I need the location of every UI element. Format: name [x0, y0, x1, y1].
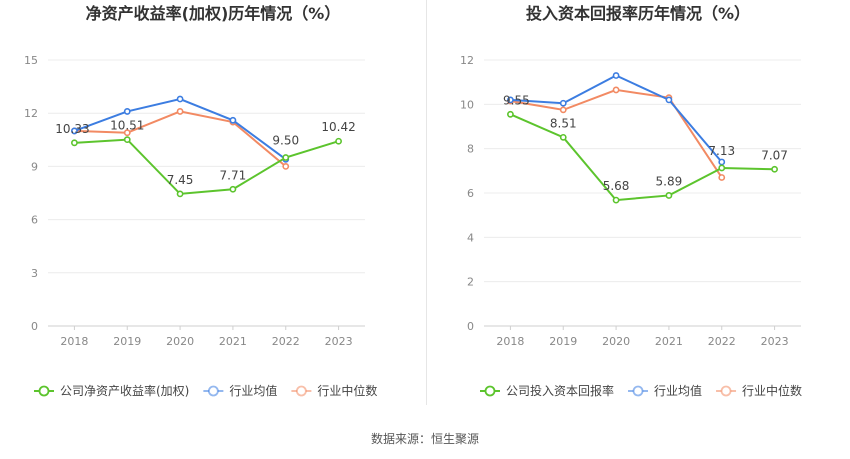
x-tick-label: 2023: [761, 335, 789, 348]
legend-marker: [38, 385, 50, 397]
data-point: [71, 127, 78, 135]
data-label: 9.50: [272, 134, 299, 148]
data-label: 10.51: [110, 119, 144, 133]
y-tick-label: 9: [31, 160, 38, 173]
data-label: 8.51: [550, 116, 577, 130]
legend-marker: [207, 385, 219, 397]
legend-label: 公司投入资本回报率: [506, 383, 614, 398]
data-point: [559, 106, 567, 114]
series-line: [74, 138, 339, 195]
y-tick-label: 6: [31, 214, 38, 227]
x-tick-label: 2022: [708, 335, 736, 348]
y-tick-label: 15: [24, 54, 38, 67]
chart-title: 投入资本回报率历年情况（%）: [526, 4, 750, 23]
chart-title: 净资产收益率(加权)历年情况（%）: [86, 4, 341, 23]
x-tick-label: 2019: [113, 335, 141, 348]
data-point: [123, 136, 131, 144]
data-label: 5.68: [603, 179, 630, 193]
panel-divider: [426, 0, 427, 405]
data-point: [718, 174, 726, 181]
data-label: 5.89: [656, 174, 683, 188]
x-tick-label: 2023: [325, 335, 353, 348]
data-point: [507, 110, 514, 118]
data-point: [176, 190, 184, 198]
y-tick-label: 12: [460, 54, 474, 67]
series-line: [510, 88, 723, 179]
x-tick-label: 2020: [602, 335, 630, 348]
legend-label: 行业均值: [229, 383, 277, 398]
y-tick-label: 0: [467, 320, 474, 333]
data-label: 7.07: [761, 148, 788, 162]
x-tick-label: 2019: [549, 335, 577, 348]
data-point: [665, 192, 673, 199]
data-label: 10.42: [321, 120, 355, 134]
y-tick-label: 12: [24, 107, 38, 120]
data-point: [612, 196, 620, 204]
data-point: [282, 162, 290, 170]
data-point: [665, 96, 673, 104]
legend-marker: [484, 385, 496, 397]
legend-label: 行业中位数: [317, 383, 377, 398]
y-tick-label: 10: [460, 98, 474, 111]
x-tick-label: 2020: [166, 335, 194, 348]
legend-label: 行业中位数: [742, 383, 802, 398]
x-tick-label: 2018: [496, 335, 524, 348]
y-tick-label: 8: [467, 143, 474, 156]
legend-marker: [295, 385, 307, 397]
data-point: [612, 72, 620, 79]
data-point: [176, 95, 184, 103]
data-point: [229, 185, 237, 193]
y-tick-label: 4: [467, 231, 474, 244]
data-point: [559, 133, 567, 141]
data-label: 7.13: [708, 144, 735, 158]
y-tick-label: 2: [467, 276, 474, 289]
data-point: [335, 137, 342, 145]
data-point: [176, 108, 184, 115]
y-tick-label: 6: [467, 187, 474, 200]
data-point: [229, 116, 237, 124]
data-point: [123, 108, 131, 115]
data-point: [71, 139, 78, 147]
x-tick-label: 2022: [272, 335, 300, 348]
data-point: [507, 96, 514, 104]
data-point: [123, 129, 131, 137]
y-tick-label: 0: [31, 320, 38, 333]
data-point: [771, 165, 778, 173]
x-tick-label: 2021: [219, 335, 247, 348]
data-point: [282, 154, 290, 161]
source-note: 数据来源：恒生聚源: [370, 432, 479, 446]
series-line: [510, 113, 775, 202]
data-label: 7.71: [220, 168, 247, 182]
data-point: [612, 86, 620, 94]
legend-label: 公司净资产收益率(加权): [60, 383, 189, 398]
y-tick-label: 3: [31, 267, 38, 280]
legend-marker: [632, 385, 644, 397]
data-label: 7.45: [167, 173, 194, 187]
x-tick-label: 2021: [655, 335, 683, 348]
x-tick-label: 2018: [60, 335, 88, 348]
legend-label: 行业均值: [654, 383, 702, 398]
data-label: 10.33: [55, 122, 89, 136]
legend-marker: [720, 385, 732, 397]
data-point: [718, 164, 726, 172]
data-point: [718, 158, 726, 166]
data-point: [559, 99, 567, 107]
data-label: 9.55: [503, 93, 530, 107]
